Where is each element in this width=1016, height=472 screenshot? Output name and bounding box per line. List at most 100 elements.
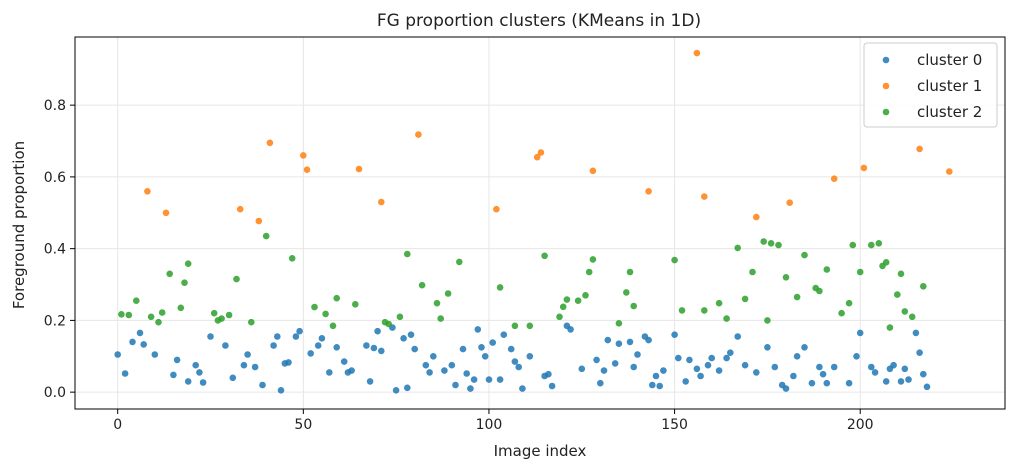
data-point: [262, 232, 270, 240]
data-point: [500, 331, 508, 339]
y-axis-label: Foreground proportion: [10, 141, 28, 309]
data-point: [675, 354, 682, 362]
legend-marker: [882, 56, 890, 64]
data-point: [199, 379, 207, 386]
data-point: [467, 385, 474, 392]
data-point: [426, 369, 433, 376]
data-point: [793, 353, 801, 360]
data-point: [422, 361, 430, 369]
data-point: [582, 292, 589, 299]
data-point: [630, 363, 637, 371]
data-point: [593, 356, 600, 364]
data-point: [370, 344, 378, 352]
data-point: [545, 370, 552, 378]
data-point: [916, 349, 923, 357]
series-2-points: [118, 232, 927, 331]
data-point: [563, 296, 571, 303]
y-tick-label: 0.6: [44, 170, 66, 186]
data-point: [333, 294, 341, 302]
data-point: [355, 165, 363, 173]
data-point: [322, 310, 329, 318]
data-point: [868, 363, 875, 371]
data-point: [407, 331, 415, 339]
data-point: [856, 329, 864, 337]
data-point: [693, 49, 701, 57]
data-point: [723, 354, 730, 362]
legend-marker: [882, 82, 890, 90]
data-point: [129, 338, 136, 346]
data-point: [734, 244, 741, 252]
data-point: [444, 290, 452, 297]
data-point: [656, 382, 663, 390]
data-point: [158, 309, 166, 316]
x-axis-label: Image index: [494, 442, 587, 460]
data-point: [207, 333, 214, 340]
data-point: [845, 379, 853, 387]
data-point: [816, 287, 823, 295]
data-point: [474, 326, 482, 333]
data-point: [121, 370, 129, 377]
data-point: [701, 307, 708, 314]
data-point: [496, 284, 504, 291]
data-point: [300, 152, 307, 159]
data-point: [326, 369, 333, 376]
data-point: [463, 370, 471, 377]
data-point: [270, 342, 277, 349]
data-point: [597, 379, 604, 387]
data-point: [649, 381, 656, 389]
data-point: [352, 301, 359, 308]
data-point: [537, 149, 545, 156]
grid-lines: [75, 37, 1005, 409]
data-point: [240, 361, 248, 369]
data-point: [541, 252, 548, 260]
data-point: [697, 372, 704, 380]
data-point: [166, 270, 173, 278]
data-point: [392, 387, 400, 394]
data-point: [151, 351, 159, 358]
data-point: [329, 322, 337, 330]
data-point: [348, 367, 355, 374]
data-point: [626, 268, 634, 276]
data-point: [485, 376, 493, 383]
data-points: [114, 49, 953, 394]
data-point: [704, 361, 712, 369]
data-point: [600, 367, 608, 374]
data-point: [470, 376, 478, 383]
series-1-points: [144, 49, 953, 225]
data-point: [133, 297, 140, 305]
data-point: [481, 353, 489, 360]
data-point: [288, 254, 296, 262]
data-point: [404, 250, 411, 258]
data-point: [886, 324, 894, 331]
data-point: [782, 385, 790, 392]
x-tick-label: 150: [661, 417, 688, 433]
data-point: [894, 291, 901, 298]
data-point: [823, 379, 831, 387]
data-point: [404, 384, 411, 392]
data-point: [244, 351, 251, 358]
data-point: [125, 311, 133, 319]
data-point: [184, 378, 192, 385]
data-point: [634, 351, 641, 358]
data-point: [437, 315, 445, 322]
data-point: [430, 353, 437, 360]
data-point: [559, 303, 567, 311]
data-point: [645, 188, 652, 195]
data-point: [890, 361, 897, 369]
data-point: [660, 367, 667, 374]
data-point: [860, 164, 868, 172]
data-point: [920, 283, 927, 290]
data-point: [897, 270, 905, 278]
data-point: [292, 333, 300, 340]
data-point: [793, 293, 801, 301]
data-point: [671, 331, 678, 339]
y-tick-label: 0.4: [44, 242, 66, 258]
data-point: [533, 153, 541, 161]
data-point: [519, 385, 526, 392]
data-point: [908, 313, 916, 321]
data-point: [177, 304, 185, 312]
data-point: [515, 363, 522, 371]
data-point: [140, 341, 147, 348]
data-point: [229, 374, 237, 382]
data-point: [285, 359, 292, 366]
